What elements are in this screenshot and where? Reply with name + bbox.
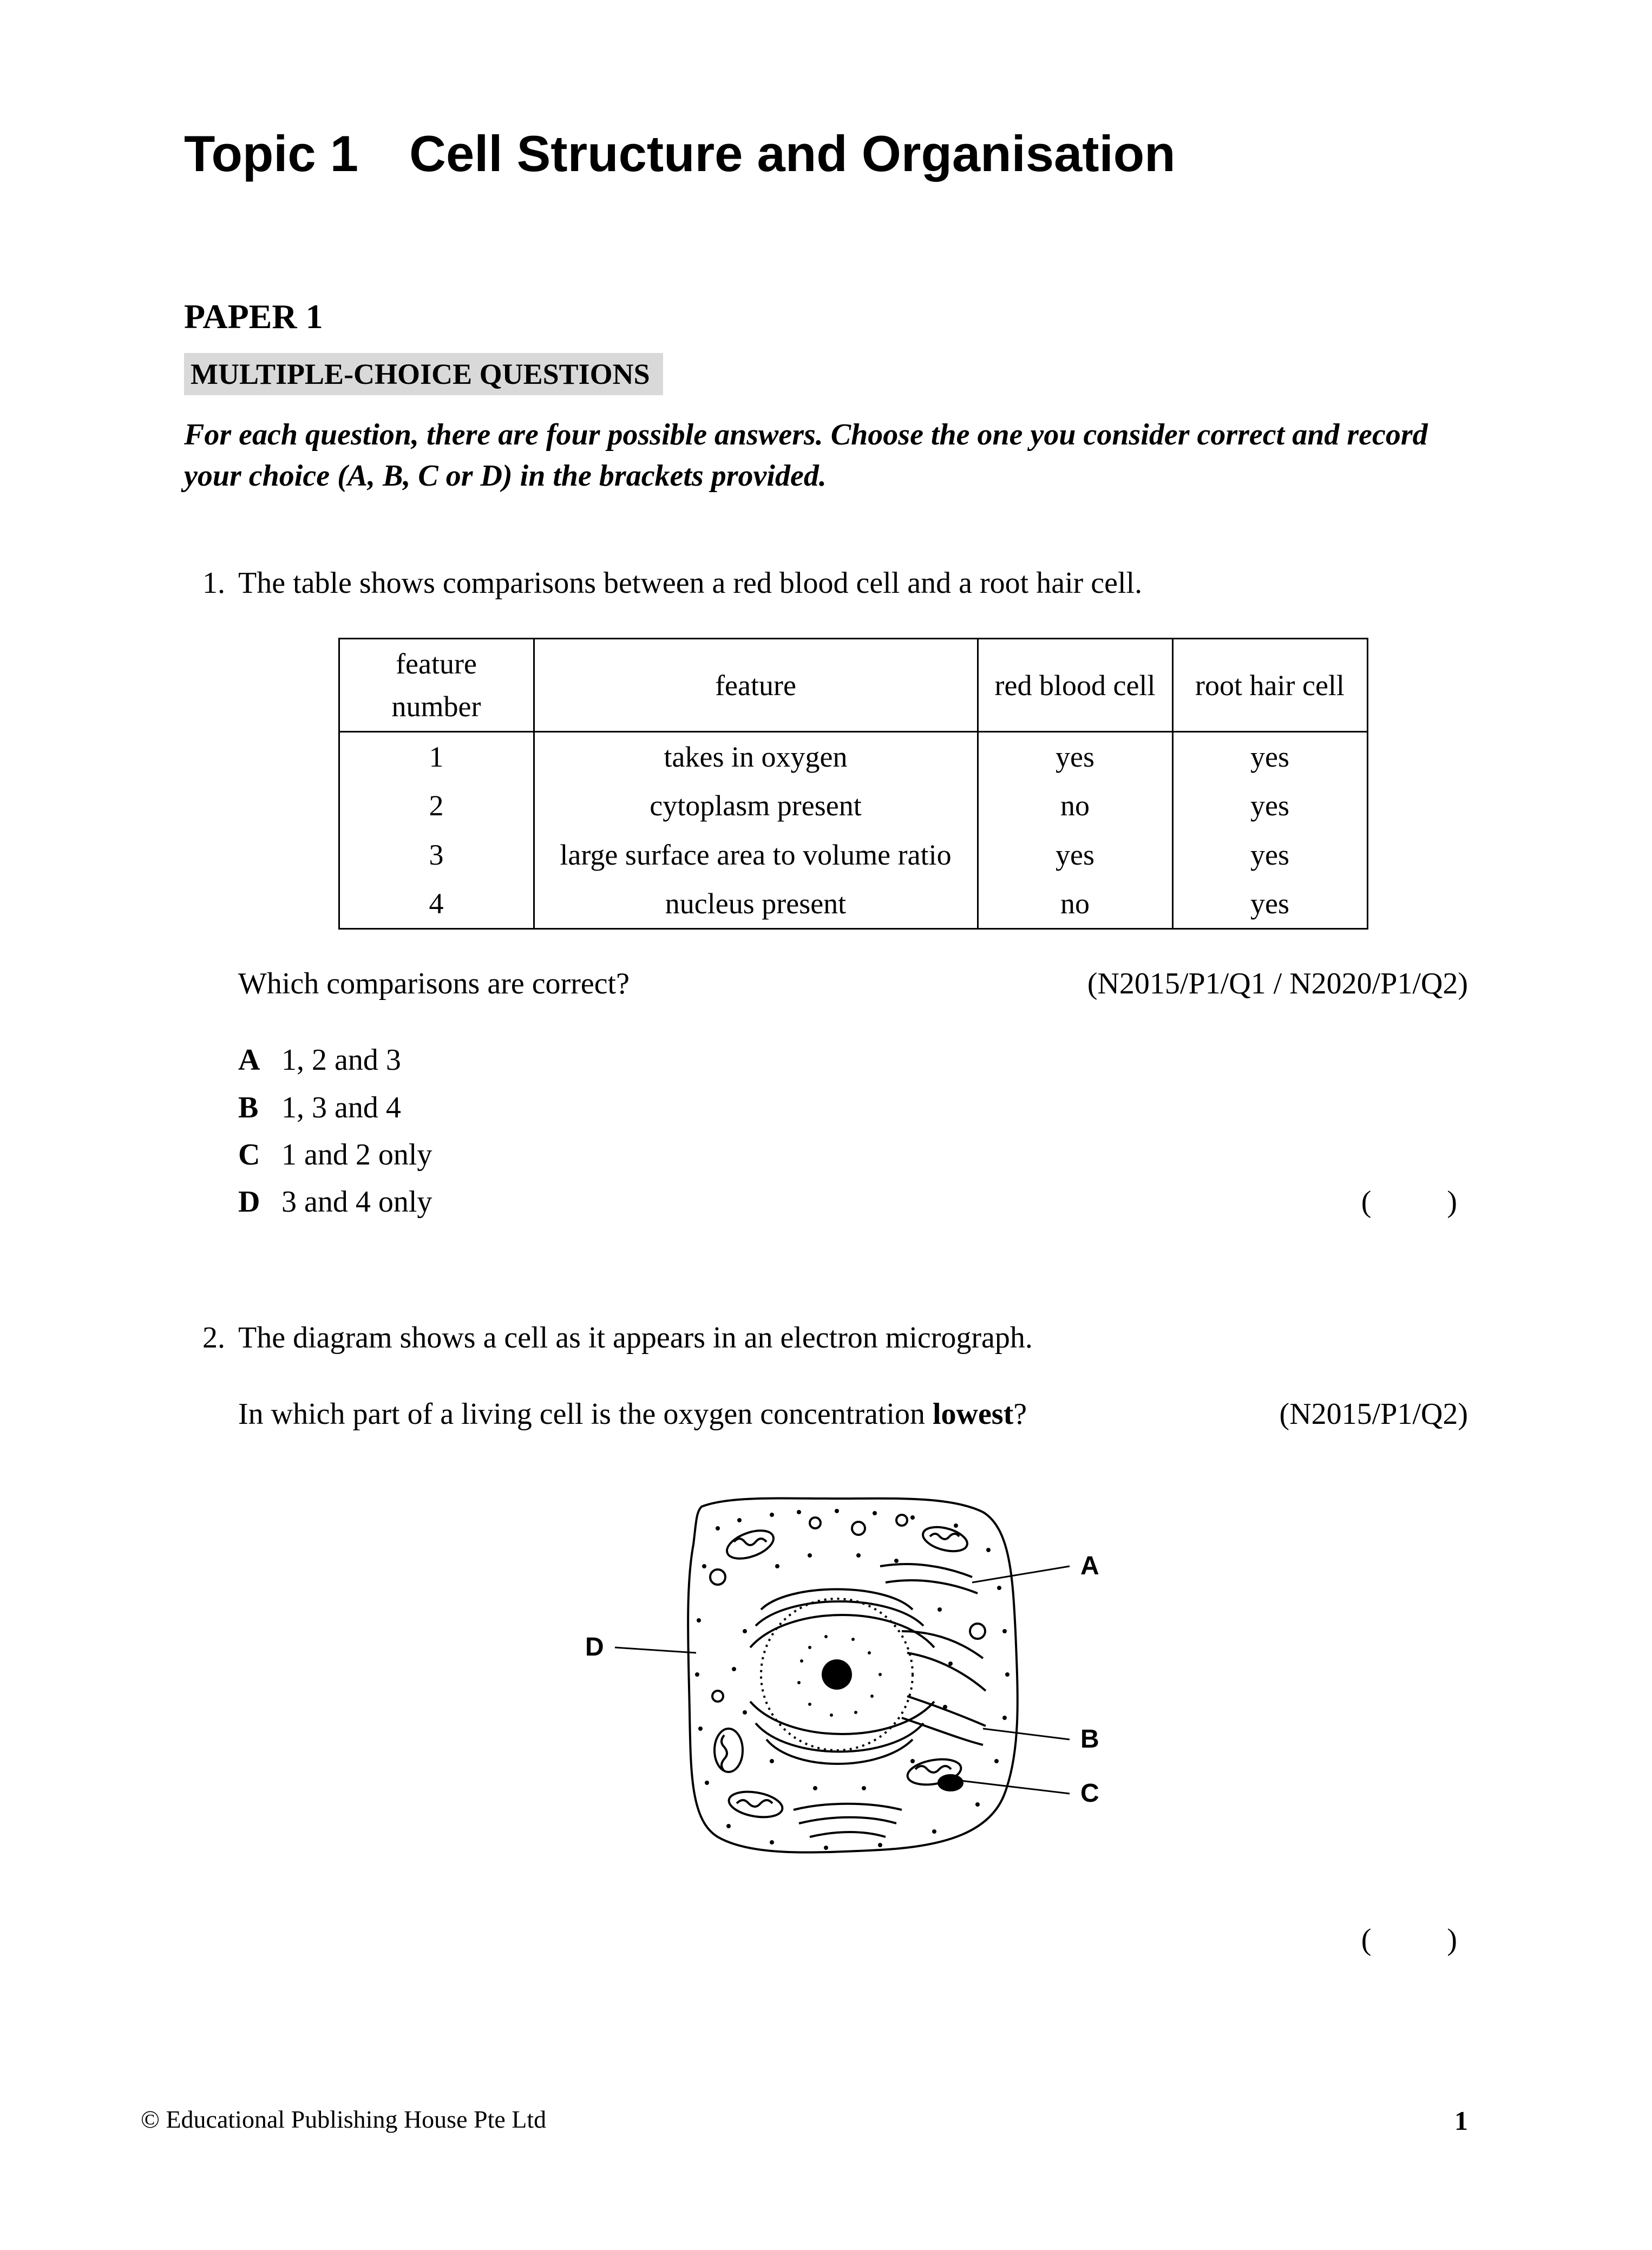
option-a: A 1, 2 and 3 [238, 1038, 1468, 1082]
table-cell: cytoplasm present [534, 781, 978, 830]
option-letter: C [238, 1133, 281, 1177]
table-cell: no [978, 781, 1172, 830]
table-cell: takes in oxygen [534, 731, 978, 781]
question-2: 2. The diagram shows a cell as it appear… [184, 1316, 1468, 1963]
table-cell: 3 [339, 830, 534, 879]
question-1: 1. The table shows comparisons between a… [184, 561, 1468, 1240]
question-stem: The table shows comparisons between a re… [238, 561, 1468, 605]
table-row: 3 large surface area to volume ratio yes… [339, 830, 1367, 879]
copyright-text: © Educational Publishing House Pte Ltd [141, 2105, 546, 2136]
table-cell: yes [1172, 879, 1367, 929]
table-cell: large surface area to volume ratio [534, 830, 978, 879]
table-cell: yes [1172, 781, 1367, 830]
option-text: 1 and 2 only [281, 1133, 432, 1177]
question-number: 2. [184, 1316, 238, 1963]
answer-bracket[interactable]: ( ) [1361, 1180, 1468, 1224]
question-stem: The diagram shows a cell as it appears i… [238, 1316, 1468, 1360]
table-header: red blood cell [978, 639, 1172, 732]
option-text: 3 and 4 only [281, 1180, 432, 1224]
table-header: root hair cell [1172, 639, 1367, 732]
option-letter: D [238, 1180, 281, 1224]
table-row: 2 cytoplasm present no yes [339, 781, 1367, 830]
cell-diagram: A B C D [555, 1469, 1151, 1891]
option-b: B 1, 3 and 4 [238, 1086, 1468, 1130]
diagram-label-c: C [1080, 1779, 1099, 1808]
topic-title: Topic 1 Cell Structure and Organisation [184, 125, 1468, 183]
table-cell: yes [978, 830, 1172, 879]
option-text: 1, 3 and 4 [281, 1086, 401, 1130]
comparison-table: feature number feature red blood cell ro… [338, 638, 1368, 930]
table-cell: yes [978, 731, 1172, 781]
option-c: C 1 and 2 only [238, 1133, 1468, 1177]
question-prompt: Which comparisons are correct? [238, 962, 630, 1006]
page-number: 1 [1454, 2105, 1468, 2136]
table-cell: 4 [339, 879, 534, 929]
mcq-section-heading: MULTIPLE-CHOICE QUESTIONS [184, 353, 663, 395]
diagram-label-b: B [1080, 1725, 1099, 1754]
question-reference: (N2015/P1/Q2) [1280, 1392, 1468, 1436]
answer-options: A 1, 2 and 3 B 1, 3 and 4 C 1 and 2 only… [238, 1038, 1468, 1224]
option-text: 1, 2 and 3 [281, 1038, 401, 1082]
option-letter: A [238, 1038, 281, 1082]
table-row: 1 takes in oxygen yes yes [339, 731, 1367, 781]
option-letter: B [238, 1086, 281, 1130]
diagram-label-a: A [1080, 1552, 1099, 1580]
option-d: D 3 and 4 only ( ) [238, 1180, 1468, 1224]
table-cell: yes [1172, 830, 1367, 879]
table-cell: nucleus present [534, 879, 978, 929]
answer-bracket[interactable]: ( ) [238, 1918, 1468, 1962]
table-row: 4 nucleus present no yes [339, 879, 1367, 929]
table-cell: yes [1172, 731, 1367, 781]
table-cell: 1 [339, 731, 534, 781]
diagram-label-d: D [585, 1633, 604, 1662]
question-sub-prompt: In which part of a living cell is the ox… [238, 1392, 1027, 1436]
question-number: 1. [184, 561, 238, 1240]
table-cell: no [978, 879, 1172, 929]
question-reference: (N2015/P1/Q1 / N2020/P1/Q2) [1087, 962, 1468, 1006]
table-cell: 2 [339, 781, 534, 830]
instructions-text: For each question, there are four possib… [184, 415, 1468, 496]
paper-heading: PAPER 1 [184, 297, 1468, 337]
table-header: feature [534, 639, 978, 732]
table-header: feature number [339, 639, 534, 732]
page-footer: © Educational Publishing House Pte Ltd 1 [141, 2105, 1468, 2136]
